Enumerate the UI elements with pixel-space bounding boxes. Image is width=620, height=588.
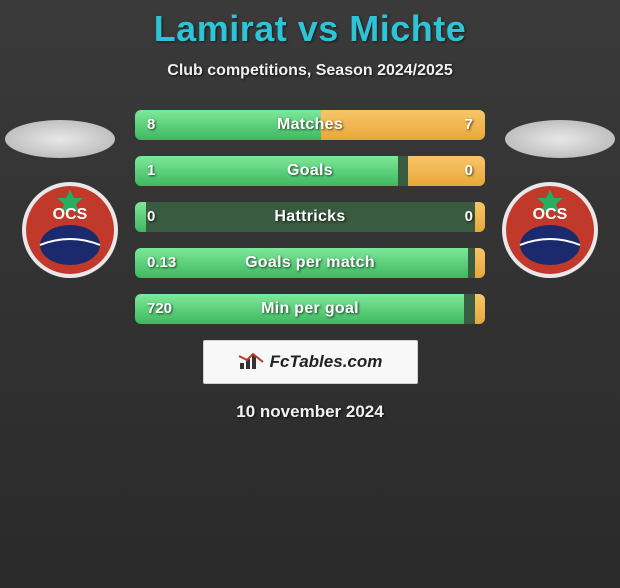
- stat-row: 87Matches: [135, 110, 485, 140]
- shadow-ellipse-left: [5, 120, 115, 158]
- club-crest-icon: OCS: [20, 175, 120, 285]
- shadow-ellipse-right: [505, 120, 615, 158]
- club-badge-right: OCS: [500, 175, 600, 285]
- stat-row: 00Hattricks: [135, 202, 485, 232]
- page-title: Lamirat vs Michte: [0, 8, 620, 50]
- stat-label: Goals per match: [135, 248, 485, 278]
- stat-label: Matches: [135, 110, 485, 140]
- brand-box: FcTables.com: [203, 340, 418, 384]
- badge-abbr: OCS: [53, 206, 88, 223]
- stat-label: Min per goal: [135, 294, 485, 324]
- comparison-content: OCS OCS 87Matches 10Goals 00Hattricks 0.13G…: [0, 110, 620, 422]
- stat-label: Hattricks: [135, 202, 485, 232]
- stat-row: 720Min per goal: [135, 294, 485, 324]
- subtitle: Club competitions, Season 2024/2025: [0, 62, 620, 80]
- brand-text: FcTables.com: [270, 352, 383, 372]
- club-badge-left: OCS: [20, 175, 120, 285]
- stat-label: Goals: [135, 156, 485, 186]
- club-crest-icon: OCS: [500, 175, 600, 285]
- footer-date: 10 november 2024: [0, 402, 620, 422]
- badge-abbr: OCS: [533, 206, 568, 223]
- comparison-bars: 87Matches 10Goals 00Hattricks 0.13Goals per…: [135, 110, 485, 324]
- stat-row: 0.13Goals per match: [135, 248, 485, 278]
- bar-chart-icon: [238, 353, 264, 371]
- stat-row: 10Goals: [135, 156, 485, 186]
